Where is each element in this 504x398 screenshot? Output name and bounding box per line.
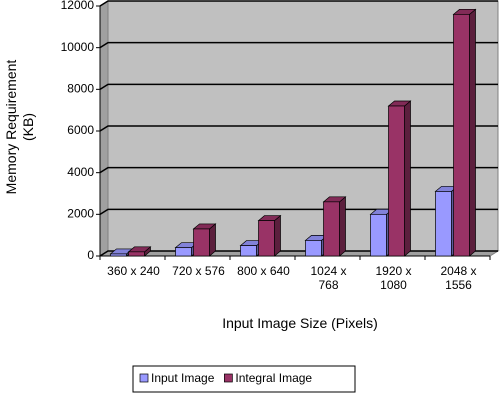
- legend-swatch: [224, 373, 233, 383]
- grid-line: [99, 125, 498, 132]
- legend-swatch: [139, 373, 149, 383]
- bar-side: [209, 223, 216, 257]
- x-tick-label: 720 x 576: [172, 264, 225, 278]
- bar: [435, 191, 452, 257]
- bar: [388, 105, 405, 257]
- bar-side: [469, 8, 476, 257]
- x-axis-title: Input Image Size (Pixels): [222, 315, 378, 331]
- bar: [258, 220, 275, 257]
- x-tick-label: 800 x 640: [237, 264, 290, 278]
- legend-box: [132, 365, 356, 393]
- x-tick-label: 1024 x 768: [310, 264, 347, 292]
- bar: [370, 213, 387, 257]
- bar: [305, 240, 322, 257]
- bar: [110, 253, 127, 257]
- bar-side: [339, 196, 346, 257]
- bar: [240, 245, 257, 257]
- bar: [175, 247, 192, 257]
- y-tick-label: 2000: [67, 207, 94, 221]
- grid-line: [99, 41, 498, 49]
- grid-line: [99, 0, 498, 7]
- x-tick-label: 2048 x 1556: [440, 264, 477, 292]
- y-tick-label: 0: [87, 248, 94, 262]
- x-tick-label: 1920 x 1080: [375, 264, 412, 292]
- legend-label: Input Image: [151, 371, 215, 385]
- y-tick-label: 4000: [67, 165, 94, 179]
- y-axis-title: Memory Requirement (KB): [3, 59, 36, 195]
- bar-side: [404, 100, 411, 257]
- bar: [128, 251, 145, 257]
- bar: [323, 201, 340, 257]
- y-tick-label: 6000: [67, 123, 94, 137]
- y-tick-label: 8000: [67, 82, 94, 96]
- bar: [453, 13, 470, 257]
- legend: Input Image Integral Image: [132, 365, 356, 393]
- bar-side: [274, 214, 281, 257]
- grid-line: [99, 83, 498, 90]
- grid-line: [99, 166, 498, 174]
- grid-line: [99, 208, 498, 215]
- y-tick-label: 12000: [61, 0, 95, 12]
- y-tick-label: 10000: [61, 40, 95, 54]
- bar: [193, 228, 210, 257]
- legend-label: Integral Image: [235, 371, 312, 385]
- x-tick-label: 360 x 240: [107, 264, 160, 278]
- grid-line: [99, 250, 498, 257]
